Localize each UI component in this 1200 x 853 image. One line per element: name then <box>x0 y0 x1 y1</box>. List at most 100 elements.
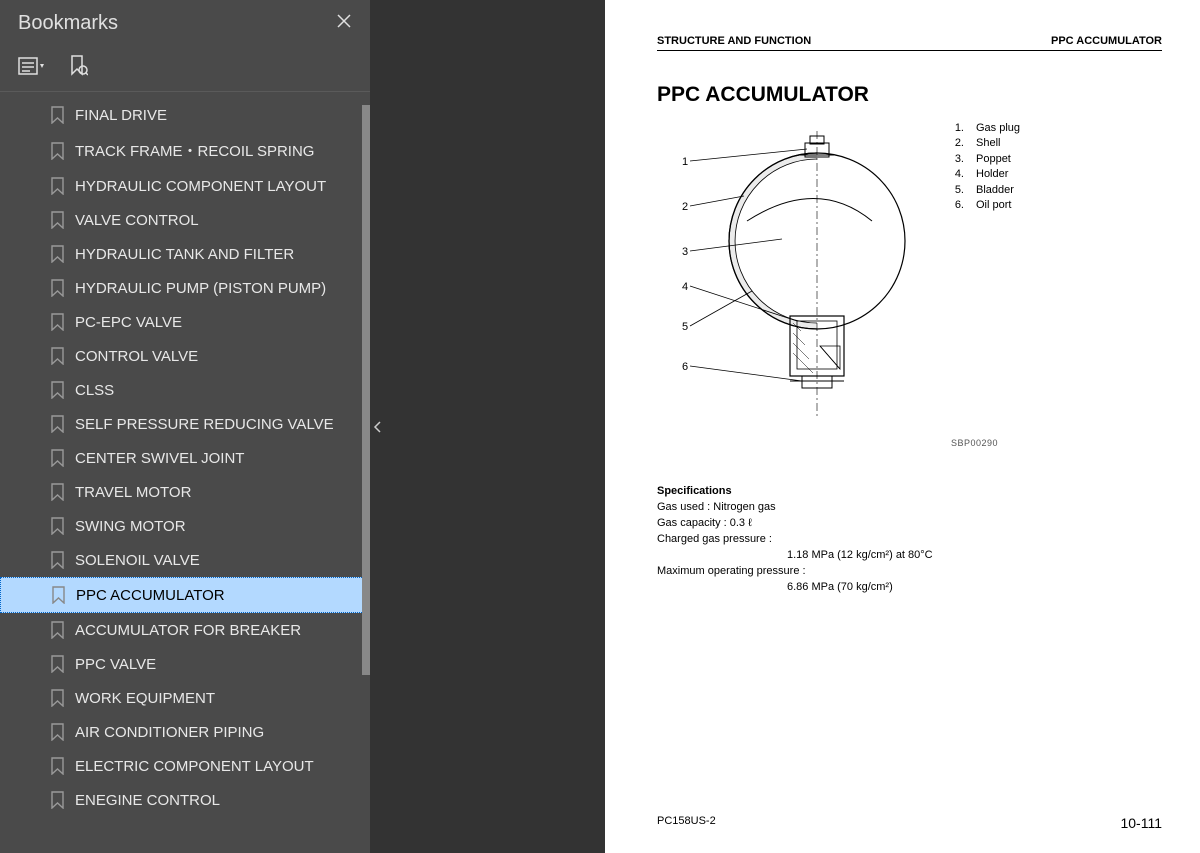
svg-text:6: 6 <box>682 361 688 373</box>
sidebar-header: Bookmarks <box>0 0 370 45</box>
bookmark-label: TRACK FRAME・RECOIL SPRING <box>75 140 314 161</box>
collapse-sidebar-icon[interactable] <box>370 412 384 442</box>
bookmark-ribbon-icon <box>50 621 65 639</box>
viewer-background <box>370 0 605 853</box>
bookmark-item[interactable]: PPC VALVE <box>0 647 370 681</box>
svg-text:5: 5 <box>682 321 688 333</box>
legend-row: 4.Holder <box>952 167 1020 182</box>
bookmark-ribbon-icon <box>51 586 66 604</box>
bookmark-item[interactable]: HYDRAULIC PUMP (PISTON PUMP) <box>0 271 370 305</box>
bookmark-ribbon-icon <box>50 106 65 124</box>
page-footer: PC158US-2 10-111 <box>657 815 1162 831</box>
bookmark-label: ENEGINE CONTROL <box>75 792 220 809</box>
bookmark-ribbon-icon <box>50 381 65 399</box>
bookmark-item[interactable]: VALVE CONTROL <box>0 203 370 237</box>
legend-label: Bladder <box>976 183 1014 198</box>
bookmark-label: HYDRAULIC PUMP (PISTON PUMP) <box>75 280 326 297</box>
bookmark-ribbon-icon <box>50 791 65 809</box>
bookmark-label: ELECTRIC COMPONENT LAYOUT <box>75 758 314 775</box>
legend-label: Poppet <box>976 152 1011 167</box>
diagram-reference: SBP00290 <box>787 438 1162 448</box>
svg-text:1: 1 <box>682 156 688 168</box>
bookmark-ribbon-icon <box>50 415 65 433</box>
bookmark-list[interactable]: FINAL DRIVE TRACK FRAME・RECOIL SPRING HYDR… <box>0 92 370 853</box>
scrollbar[interactable] <box>362 105 370 705</box>
page-title: PPC ACCUMULATOR <box>657 83 1162 107</box>
legend-label: Shell <box>976 136 1000 151</box>
bookmark-item[interactable]: TRACK FRAME・RECOIL SPRING <box>0 132 370 169</box>
bookmark-item[interactable]: ACCUMULATOR FOR BREAKER <box>0 613 370 647</box>
bookmark-ribbon-icon <box>50 142 65 160</box>
bookmark-item[interactable]: CENTER SWIVEL JOINT <box>0 441 370 475</box>
bookmark-ribbon-icon <box>50 177 65 195</box>
bookmark-label: SELF PRESSURE REDUCING VALVE <box>75 416 334 433</box>
bookmark-label: HYDRAULIC TANK AND FILTER <box>75 246 294 263</box>
bookmark-label: PC-EPC VALVE <box>75 314 182 331</box>
specifications: Specifications Gas used : Nitrogen gas G… <box>657 484 1162 596</box>
svg-text:4: 4 <box>682 281 688 293</box>
legend-label: Holder <box>976 167 1008 182</box>
bookmark-label: CENTER SWIVEL JOINT <box>75 450 244 467</box>
specs-title: Specifications <box>657 484 1162 500</box>
bookmark-item[interactable]: CLSS <box>0 373 370 407</box>
bookmark-label: CLSS <box>75 382 114 399</box>
close-icon[interactable] <box>336 12 352 35</box>
legend-label: Oil port <box>976 198 1011 213</box>
header-left: STRUCTURE AND FUNCTION <box>657 35 811 47</box>
bookmark-ribbon-icon <box>50 757 65 775</box>
bookmark-item[interactable]: HYDRAULIC TANK AND FILTER <box>0 237 370 271</box>
outline-options-icon[interactable] <box>18 56 46 76</box>
bookmark-ribbon-icon <box>50 279 65 297</box>
bookmark-label: PPC ACCUMULATOR <box>76 587 225 604</box>
find-bookmark-icon[interactable] <box>68 55 88 77</box>
bookmark-item[interactable]: WORK EQUIPMENT <box>0 681 370 715</box>
spec-gas-used: Gas used : Nitrogen gas <box>657 500 1162 516</box>
bookmark-label: WORK EQUIPMENT <box>75 690 215 707</box>
bookmark-item[interactable]: ENEGINE CONTROL <box>0 783 370 817</box>
legend-row: 6. Oil port <box>952 198 1020 213</box>
bookmark-item[interactable]: PPC ACCUMULATOR <box>0 577 370 613</box>
bookmark-item[interactable]: TRAVEL MOTOR <box>0 475 370 509</box>
scrollbar-thumb[interactable] <box>362 105 370 675</box>
bookmark-ribbon-icon <box>50 313 65 331</box>
legend-number: 5. <box>952 183 964 198</box>
bookmark-label: ACCUMULATOR FOR BREAKER <box>75 622 301 639</box>
bookmark-ribbon-icon <box>50 551 65 569</box>
svg-text:2: 2 <box>682 201 688 213</box>
bookmark-label: PPC VALVE <box>75 656 156 673</box>
bookmark-label: VALVE CONTROL <box>75 212 199 229</box>
document-page: STRUCTURE AND FUNCTION PPC ACCUMULATOR P… <box>605 0 1200 853</box>
bookmarks-sidebar: Bookmarks FINAL DRIVE TRACK FRAME・RECOIL … <box>0 0 370 853</box>
legend-number: 6. <box>952 198 964 213</box>
bookmark-item[interactable]: CONTROL VALVE <box>0 339 370 373</box>
legend-number: 1. <box>952 121 964 136</box>
bookmark-ribbon-icon <box>50 655 65 673</box>
svg-text:3: 3 <box>682 246 688 258</box>
footer-model: PC158US-2 <box>657 815 716 831</box>
spec-gas-capacity: Gas capacity : 0.3 ℓ <box>657 516 1162 532</box>
bookmark-ribbon-icon <box>50 245 65 263</box>
accumulator-diagram: 1 2 3 4 5 6 <box>672 121 912 426</box>
bookmark-ribbon-icon <box>50 723 65 741</box>
page-header: STRUCTURE AND FUNCTION PPC ACCUMULATOR <box>657 35 1162 51</box>
bookmark-item[interactable]: SELF PRESSURE REDUCING VALVE <box>0 407 370 441</box>
bookmark-item[interactable]: HYDRAULIC COMPONENT LAYOUT <box>0 169 370 203</box>
bookmark-item[interactable]: SWING MOTOR <box>0 509 370 543</box>
spec-max-value: 6.86 MPa (70 kg/cm²) <box>657 580 1162 596</box>
bookmark-ribbon-icon <box>50 449 65 467</box>
bookmark-label: FINAL DRIVE <box>75 107 167 124</box>
bookmark-label: SOLENOIL VALVE <box>75 552 200 569</box>
bookmark-item[interactable]: SOLENOIL VALVE <box>0 543 370 577</box>
legend-row: 1. Gas plug <box>952 121 1020 136</box>
footer-page-number: 10-111 <box>1120 815 1162 831</box>
legend-row: 3.Poppet <box>952 152 1020 167</box>
bookmark-item[interactable]: ELECTRIC COMPONENT LAYOUT <box>0 749 370 783</box>
bookmark-item[interactable]: PC-EPC VALVE <box>0 305 370 339</box>
legend-row: 2.Shell <box>952 136 1020 151</box>
bookmark-label: AIR CONDITIONER PIPING <box>75 724 264 741</box>
sidebar-title: Bookmarks <box>18 12 118 35</box>
legend-label: Gas plug <box>976 121 1020 136</box>
bookmark-item[interactable]: FINAL DRIVE <box>0 98 370 132</box>
bookmark-ribbon-icon <box>50 517 65 535</box>
bookmark-item[interactable]: AIR CONDITIONER PIPING <box>0 715 370 749</box>
